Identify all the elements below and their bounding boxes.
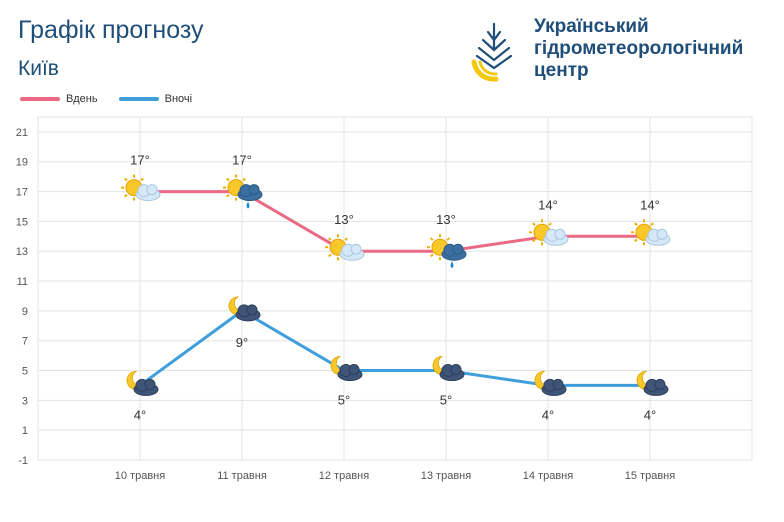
night-temp-label: 4° (542, 407, 554, 422)
legend-item-day[interactable]: Вдень (20, 93, 98, 105)
night-temp-label: 5° (338, 393, 350, 408)
y-tick-label: 11 (17, 276, 28, 288)
org-line-1: Український (534, 16, 649, 37)
city-name: Київ (18, 57, 59, 80)
moon-cloud-icon (228, 296, 261, 322)
y-tick-label: 17 (16, 187, 28, 199)
y-tick-label: 5 (22, 366, 28, 378)
moon-cloud-icon (534, 371, 567, 396)
sun-cloud-rain-icon (427, 234, 467, 269)
day-temp-label: 14° (538, 197, 558, 212)
x-tick-label: 10 травня (115, 470, 165, 482)
y-tick-label: 21 (16, 127, 28, 139)
x-tick-label: 12 травня (319, 470, 369, 482)
y-tick-label: 7 (22, 336, 28, 348)
sun-cloud-rain-icon (223, 174, 263, 209)
y-tick-label: -1 (18, 455, 28, 467)
moon-cloud-icon (432, 356, 465, 382)
y-tick-label: 3 (22, 395, 28, 407)
day-temp-label: 13° (334, 212, 354, 227)
day-temp-label: 17° (232, 153, 252, 168)
y-tick-label: 1 (22, 425, 28, 437)
legend-swatch-night (118, 97, 159, 101)
y-tick-label: 9 (22, 306, 28, 318)
legend-label-night: Вночі (164, 93, 193, 105)
moon-cloud-icon (126, 371, 159, 396)
y-tick-label: 15 (16, 216, 28, 228)
night-series-line (139, 309, 650, 387)
y-tick-label: 19 (16, 157, 28, 169)
page-title: Графік прогнозу (18, 16, 204, 44)
chart-legend: Вдень Вночі (20, 92, 210, 105)
x-tick-label: 11 травня (217, 470, 267, 482)
org-line-3: центр (534, 60, 589, 81)
y-tick-label: 13 (16, 246, 28, 258)
sun-cloud-icon (529, 219, 569, 246)
organization-name: Український гідрометеорологічний центр (534, 16, 743, 82)
x-tick-label: 14 травня (523, 470, 573, 482)
org-line-2: гідрометеорологічний (534, 38, 744, 59)
night-temp-label: 5° (440, 393, 452, 408)
ukrhydromet-logo-icon (471, 20, 514, 82)
x-tick-label: 13 травня (421, 470, 471, 482)
legend-label-day: Вдень (66, 93, 98, 105)
night-temp-label: 4° (134, 407, 146, 422)
day-temp-label: 17° (130, 153, 150, 168)
legend-swatch-day (20, 97, 60, 101)
sun-cloud-icon (631, 219, 671, 246)
night-temp-label: 9° (236, 335, 248, 350)
day-temp-label: 14° (640, 197, 660, 212)
sun-cloud-icon (121, 174, 161, 202)
moon-cloud-icon (330, 356, 363, 382)
day-temp-label: 13° (436, 212, 456, 227)
legend-item-night[interactable]: Вночі (118, 93, 193, 105)
moon-cloud-icon (636, 371, 669, 396)
x-tick-label: 15 травня (625, 470, 675, 482)
night-temp-label: 4° (644, 407, 656, 422)
sun-cloud-icon (325, 234, 365, 261)
